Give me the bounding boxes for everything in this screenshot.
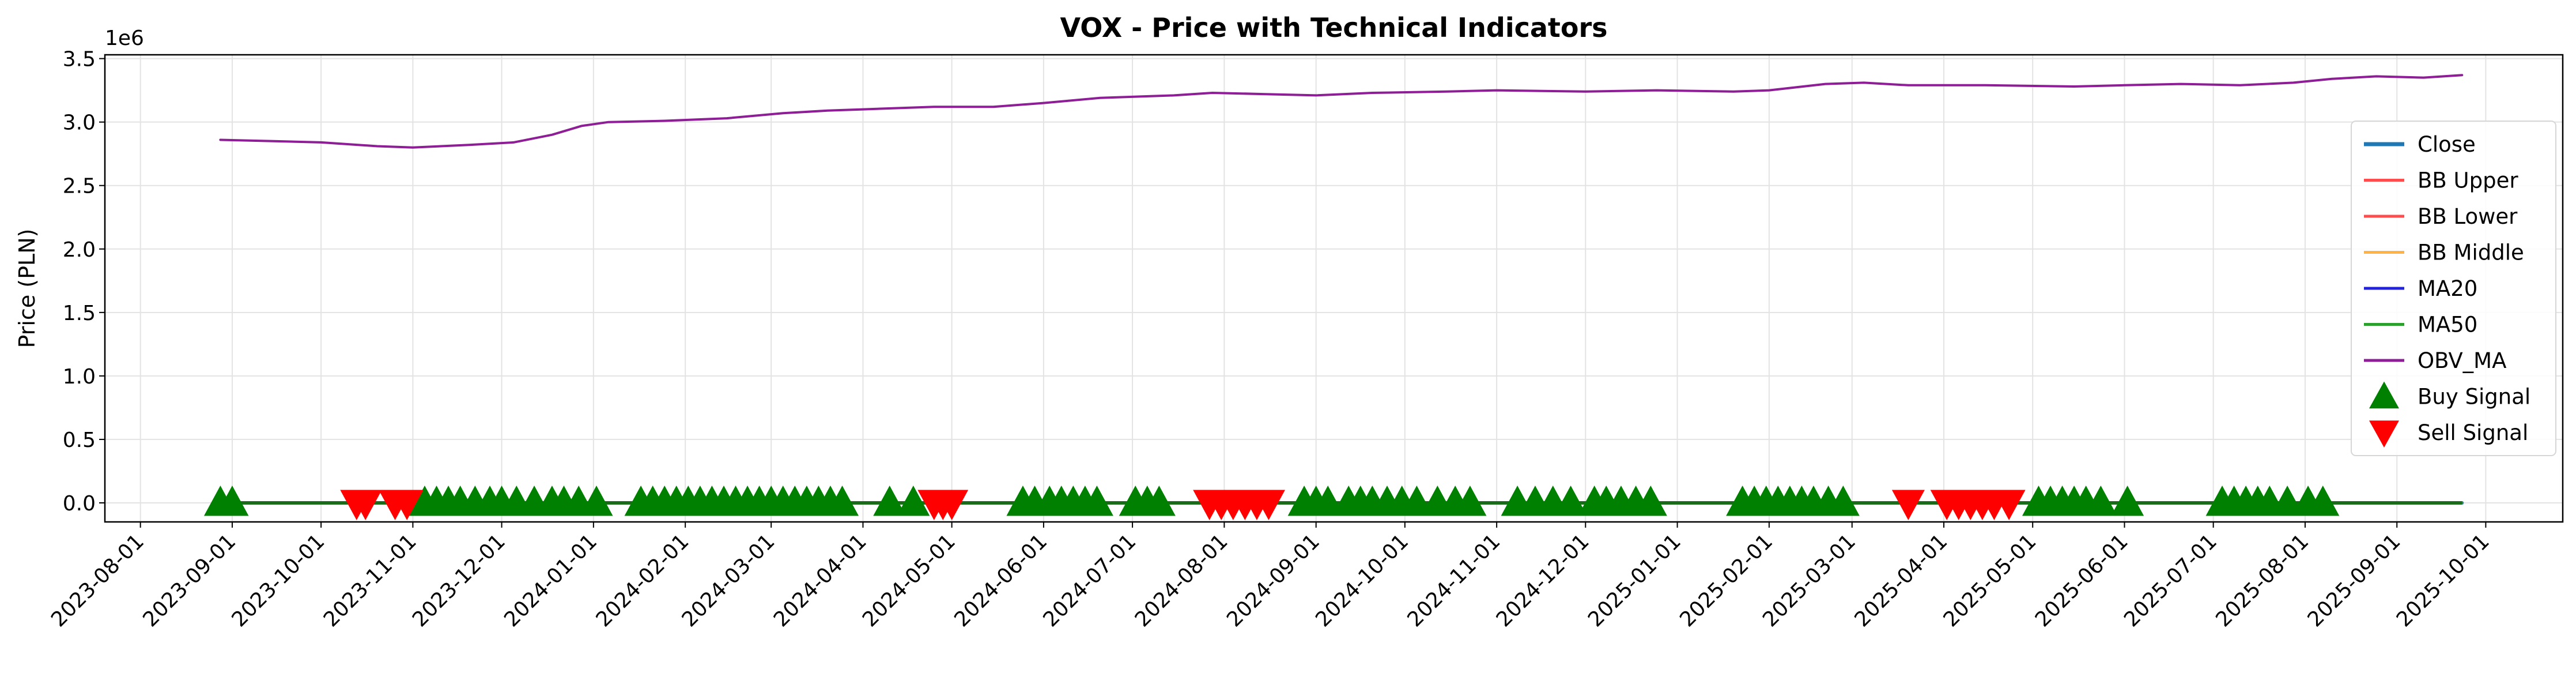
y-tick-label: 1.0 (63, 365, 96, 389)
legend-label-buy-signal: Buy Signal (2418, 385, 2530, 409)
sell-signal-marker (935, 490, 969, 520)
y-tick-label: 3.0 (63, 111, 96, 135)
buy-signal-marker (1453, 485, 1487, 516)
buy-signal-marker (897, 485, 930, 516)
buy-signal-marker (1400, 485, 1433, 516)
plot-frame (104, 54, 2564, 523)
plot-area (203, 74, 2464, 520)
buy-signal-marker (580, 485, 613, 516)
legend-label-obv-ma: OBV_MA (2418, 348, 2506, 373)
buy-signal-marker (1311, 485, 1344, 516)
buy-signal-marker (2271, 485, 2304, 516)
sell-signal-marker (1891, 490, 1925, 520)
buy-signal-marker (826, 485, 859, 516)
legend-swatch-buy-signal (2369, 381, 2399, 409)
legend: Close BB Upper BB Lower BB Middle MA20 MA50 OB… (2351, 121, 2556, 456)
legend-label-bb-middle: BB Middle (2418, 240, 2524, 265)
sell-signal-marker (1252, 490, 1285, 520)
buy-signal-marker (2306, 485, 2340, 516)
y-tick-label: 0.5 (63, 428, 96, 452)
legend-swatch-sell-signal (2369, 420, 2399, 448)
y-axis: 0.0 0.5 1.0 1.5 2.0 2.5 3.0 3.5 (63, 48, 105, 516)
series-line-obv-ma (219, 74, 2464, 149)
y-axis-offset-label: 1e6 (105, 27, 144, 50)
buy-signal-marker (1554, 485, 1588, 516)
legend-box (2351, 121, 2556, 456)
buy-signal-marker (873, 485, 906, 516)
sell-signal-marker (1992, 490, 2026, 520)
buy-signal-marker (1634, 485, 1667, 516)
y-tick-label: 2.5 (63, 175, 96, 198)
legend-label-ma20: MA20 (2418, 276, 2477, 301)
legend-label-bb-upper: BB Upper (2418, 168, 2518, 193)
legend-label-close: Close (2418, 132, 2476, 157)
y-tick-label: 0.0 (63, 492, 96, 516)
legend-label-sell-signal: Sell Signal (2418, 420, 2528, 445)
buy-signal-marker (1142, 485, 1176, 516)
sell-signal-marker (349, 490, 382, 520)
y-tick-label: 2.0 (63, 238, 96, 262)
sell-signal-marker (390, 490, 424, 520)
y-axis-label: Price (PLN) (14, 229, 40, 348)
chart-title: VOX - Price with Technical Indicators (1060, 12, 1607, 43)
buy-signal-marker (1826, 485, 1860, 516)
buy-signal-marker (2084, 485, 2117, 516)
legend-label-ma50: MA50 (2418, 313, 2477, 337)
y-tick-label: 1.5 (63, 302, 96, 325)
buy-signal-marker (1080, 485, 1113, 516)
buy-signal-marker (2111, 485, 2144, 516)
legend-label-bb-lower: BB Lower (2418, 204, 2518, 229)
y-tick-label: 3.5 (63, 48, 96, 72)
buy-signal-marker (216, 485, 249, 516)
